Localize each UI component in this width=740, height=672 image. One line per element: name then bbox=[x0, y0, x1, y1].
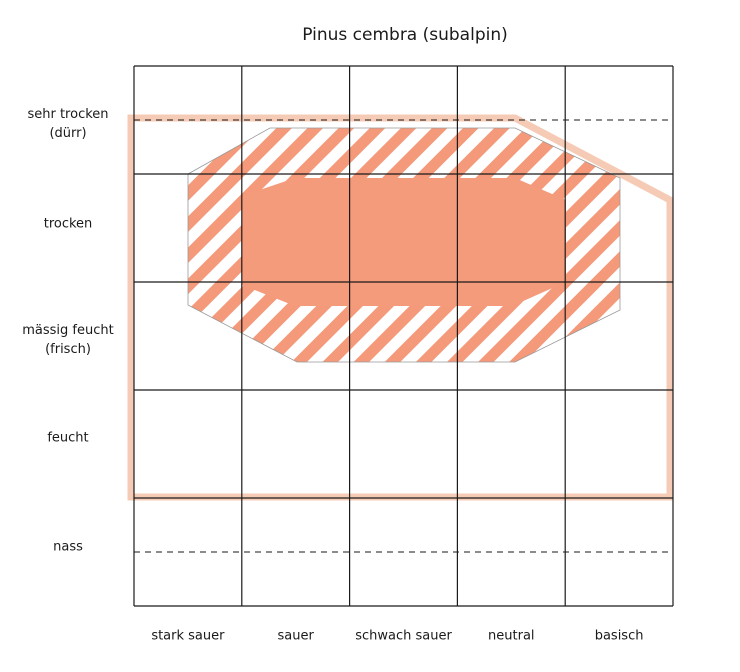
column-label: sauer bbox=[278, 629, 315, 644]
row-label: mässig feucht bbox=[22, 323, 113, 338]
row-label: (frisch) bbox=[45, 342, 91, 357]
outer-range bbox=[127, 114, 674, 501]
row-label: nass bbox=[53, 540, 83, 555]
column-label: basisch bbox=[595, 629, 644, 644]
grid bbox=[133, 65, 674, 607]
column-label: schwach sauer bbox=[355, 629, 452, 644]
row-label: trocken bbox=[44, 217, 93, 232]
column-label: stark sauer bbox=[151, 629, 225, 644]
row-label: (dürr) bbox=[49, 126, 86, 141]
row-label: sehr trocken bbox=[27, 107, 108, 122]
labels: stark sauer sauer schwach sauer neutral basi… bbox=[22, 107, 643, 644]
title: Pinus cembra (subalpin) bbox=[302, 25, 508, 45]
column-label: neutral bbox=[488, 629, 535, 644]
optimum-range bbox=[242, 178, 566, 306]
row-label: feucht bbox=[47, 431, 88, 446]
